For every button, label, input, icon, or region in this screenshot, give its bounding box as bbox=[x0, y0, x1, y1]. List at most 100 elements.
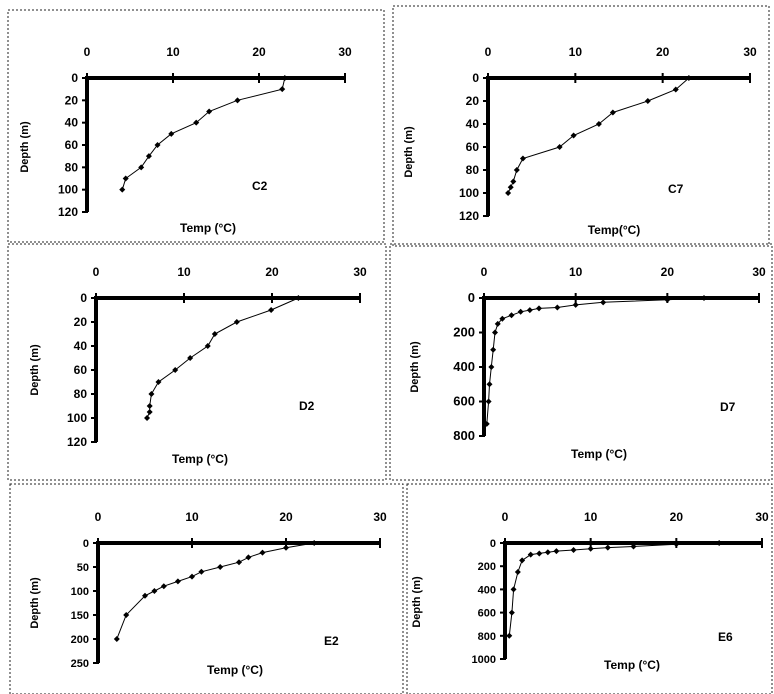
panel-label: C7 bbox=[668, 182, 684, 196]
panel-c7: 0 10 20 30 0 20 40 60 80 100 120 C7 Temp(°C) Depth (m… bbox=[403, 45, 757, 237]
y-tick-label: 200 bbox=[453, 325, 475, 340]
x-tick-label: 20 bbox=[661, 265, 675, 279]
panel-frame bbox=[7, 9, 385, 243]
x-tick-label: 10 bbox=[584, 510, 598, 524]
data-point bbox=[268, 307, 275, 313]
data-point bbox=[281, 75, 288, 81]
series-line bbox=[121, 77, 286, 190]
x-tick-label: 20 bbox=[265, 265, 279, 279]
data-point bbox=[510, 586, 517, 593]
x-tick-label: 30 bbox=[755, 510, 769, 524]
panel-frame bbox=[9, 483, 404, 694]
x-tick-label: 30 bbox=[373, 510, 387, 524]
y-tick-label: 20 bbox=[65, 93, 79, 107]
series-line bbox=[508, 542, 720, 636]
data-point bbox=[685, 75, 692, 81]
data-point bbox=[138, 164, 145, 171]
y-tick-label: 200 bbox=[71, 634, 89, 646]
y-tick-label: 40 bbox=[466, 117, 480, 131]
y-tick-label: 60 bbox=[74, 363, 88, 377]
x-tick-label: 10 bbox=[569, 45, 583, 59]
data-point bbox=[217, 564, 224, 570]
data-point bbox=[716, 540, 723, 546]
panel-label: E6 bbox=[718, 630, 733, 644]
series-line bbox=[486, 297, 705, 424]
data-point bbox=[572, 301, 579, 308]
data-point bbox=[283, 544, 289, 551]
y-tick-label: 600 bbox=[453, 394, 475, 409]
y-tick-label: 20 bbox=[466, 94, 480, 108]
data-point bbox=[630, 543, 637, 550]
panel-label: D2 bbox=[299, 399, 315, 413]
x-axis-title: Temp (°C) bbox=[604, 658, 660, 672]
data-point bbox=[189, 573, 195, 580]
y-tick-label: 800 bbox=[453, 428, 475, 443]
data-point bbox=[513, 167, 520, 173]
x-axis-title: Temp (°C) bbox=[180, 221, 236, 235]
data-point bbox=[492, 329, 498, 336]
y-axis-title: Depth (m) bbox=[409, 341, 421, 393]
series-line bbox=[146, 297, 299, 419]
data-point bbox=[206, 108, 213, 115]
data-point bbox=[604, 544, 611, 551]
y-axis-title: Depth (m) bbox=[29, 577, 41, 629]
data-point bbox=[526, 307, 533, 314]
y-tick-label: 0 bbox=[71, 71, 78, 85]
y-tick-label: 100 bbox=[459, 186, 479, 200]
data-point bbox=[187, 355, 194, 361]
y-tick-label: 120 bbox=[459, 209, 479, 223]
panel-frame bbox=[406, 483, 773, 694]
x-tick-label: 10 bbox=[569, 265, 583, 279]
panel-label: C2 bbox=[252, 179, 268, 193]
data-point bbox=[553, 548, 560, 555]
panel-e2: 0 10 20 30 0 50 100 150 200 250 E2 Temp (°C) Depth (… bbox=[29, 510, 387, 677]
data-point bbox=[151, 588, 158, 594]
data-point bbox=[609, 109, 616, 116]
panel-label: E2 bbox=[324, 634, 339, 648]
data-point bbox=[673, 541, 680, 548]
data-point bbox=[644, 98, 651, 104]
data-point bbox=[507, 184, 514, 191]
data-point bbox=[556, 144, 563, 150]
data-point bbox=[570, 132, 577, 139]
data-point bbox=[154, 142, 161, 148]
data-point bbox=[536, 550, 543, 557]
x-tick-label: 20 bbox=[670, 510, 684, 524]
y-tick-label: 600 bbox=[478, 608, 496, 620]
y-axis-title: Depth (m) bbox=[411, 576, 423, 628]
data-point bbox=[514, 569, 521, 575]
x-tick-label: 0 bbox=[481, 265, 488, 279]
data-point bbox=[701, 295, 707, 301]
x-tick-label: 20 bbox=[252, 45, 266, 59]
data-point bbox=[160, 583, 167, 590]
data-point bbox=[211, 331, 218, 337]
data-point bbox=[544, 549, 551, 556]
data-point bbox=[279, 86, 286, 93]
data-point bbox=[245, 554, 252, 561]
x-axis-title: Temp(°C) bbox=[588, 223, 641, 237]
y-tick-label: 800 bbox=[478, 631, 496, 643]
y-tick-label: 1000 bbox=[472, 654, 496, 666]
y-tick-label: 0 bbox=[80, 291, 87, 305]
data-point bbox=[488, 364, 495, 370]
x-tick-label: 30 bbox=[752, 265, 766, 279]
data-point bbox=[570, 546, 577, 553]
data-point bbox=[155, 379, 162, 385]
data-point bbox=[519, 155, 526, 162]
x-tick-label: 10 bbox=[185, 510, 199, 524]
panel-frames bbox=[7, 5, 773, 694]
data-point bbox=[486, 381, 493, 388]
series-line bbox=[507, 77, 690, 194]
data-point bbox=[259, 549, 266, 556]
data-point bbox=[508, 312, 515, 319]
y-axis-title: Depth (m) bbox=[29, 344, 41, 396]
x-tick-label: 0 bbox=[485, 45, 492, 59]
x-tick-label: 0 bbox=[84, 45, 91, 59]
x-tick-label: 20 bbox=[279, 510, 293, 524]
data-point bbox=[198, 568, 205, 575]
y-tick-label: 80 bbox=[466, 163, 480, 177]
y-tick-label: 250 bbox=[71, 658, 89, 670]
y-tick-label: 40 bbox=[65, 116, 79, 130]
y-tick-label: 0 bbox=[490, 538, 496, 550]
y-axis-title: Depth (m) bbox=[19, 121, 31, 173]
